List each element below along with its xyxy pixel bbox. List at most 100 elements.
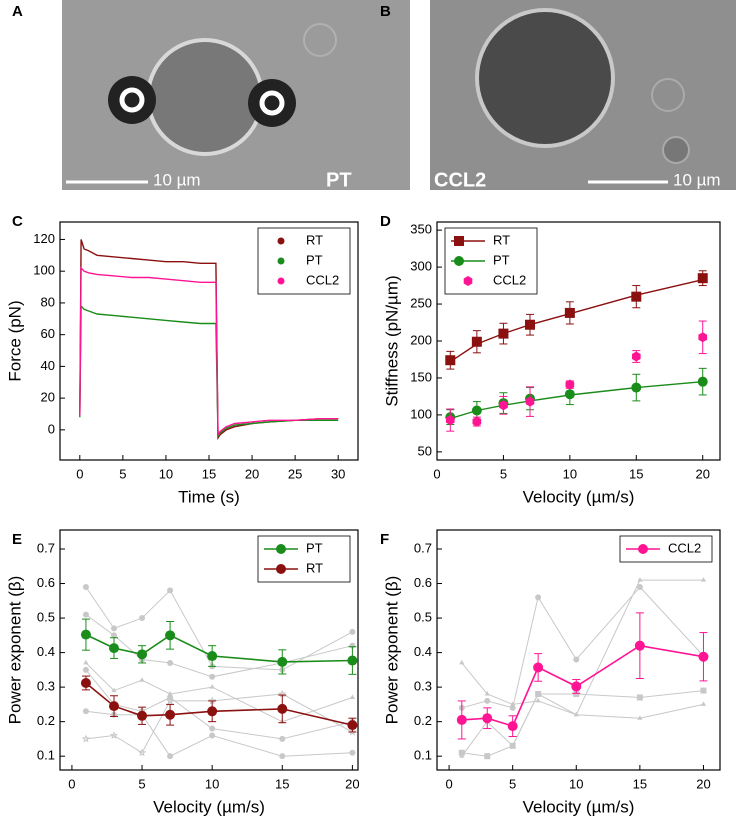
x-tick-label: 15 bbox=[275, 776, 289, 791]
marker bbox=[498, 328, 509, 339]
chart: D 0 5 10 15 20 50 100 150 200 250 300 350 Velocity (µ… bbox=[380, 213, 721, 506]
marker bbox=[535, 697, 541, 703]
series-line bbox=[85, 633, 353, 663]
cell bbox=[146, 38, 264, 156]
marker bbox=[482, 713, 493, 724]
series-line bbox=[79, 266, 339, 437]
marker bbox=[167, 587, 174, 594]
marker bbox=[459, 659, 465, 665]
y-tick-label: 0.3 bbox=[414, 679, 432, 694]
legend-label: PT bbox=[493, 252, 510, 267]
y-tick-label: 350 bbox=[410, 222, 432, 237]
marker bbox=[509, 704, 516, 711]
scale-bar-label: 10 µm bbox=[673, 170, 721, 189]
marker bbox=[167, 753, 174, 760]
legend: PT RT bbox=[257, 535, 351, 583]
x-tick-label: 5 bbox=[119, 466, 126, 481]
legend-label: RT bbox=[306, 232, 323, 247]
x-tick-label: 10 bbox=[569, 776, 583, 791]
image-panel-a: 10 µm PT A bbox=[12, 0, 410, 191]
panel-label: C bbox=[12, 213, 23, 230]
marker bbox=[484, 691, 490, 696]
y-tick-label: 50 bbox=[418, 443, 432, 458]
chart: C 0 5 10 15 20 25 30 0 20 40 60 80 100 120 Time (s) Forc… bbox=[5, 213, 359, 506]
y-tick-label: 20 bbox=[41, 390, 55, 405]
bead bbox=[248, 79, 296, 127]
series-line bbox=[79, 304, 339, 439]
marker bbox=[111, 687, 117, 693]
image-panel-b: CCL2 10 µm B bbox=[380, 0, 736, 191]
legend-marker bbox=[277, 277, 285, 285]
y-tick-label: 0.3 bbox=[37, 679, 55, 694]
particle bbox=[651, 78, 685, 112]
plot-frame bbox=[59, 529, 359, 771]
x-tick-label: 10 bbox=[159, 466, 173, 481]
marker bbox=[108, 701, 119, 712]
legend-marker bbox=[277, 237, 285, 245]
x-tick-label: 25 bbox=[288, 466, 302, 481]
marker bbox=[80, 677, 91, 688]
marker bbox=[697, 376, 708, 387]
series-line bbox=[85, 693, 353, 754]
marker bbox=[139, 615, 146, 622]
marker bbox=[535, 594, 542, 601]
y-tick-label: 0.4 bbox=[414, 644, 432, 659]
x-axis-label: Velocity (µm/s) bbox=[153, 797, 265, 816]
marker bbox=[108, 643, 119, 654]
marker bbox=[277, 656, 288, 667]
y-tick-label: 0.6 bbox=[37, 575, 55, 590]
x-tick-label: 5 bbox=[138, 776, 145, 791]
x-tick-label: 15 bbox=[633, 776, 647, 791]
marker bbox=[109, 731, 119, 739]
legend: RT PT CCL2 bbox=[257, 227, 351, 295]
marker bbox=[698, 651, 709, 662]
fit-line bbox=[450, 381, 703, 420]
marker bbox=[348, 727, 357, 736]
marker bbox=[110, 625, 117, 632]
marker bbox=[349, 749, 356, 756]
marker bbox=[459, 753, 465, 758]
marker bbox=[209, 684, 215, 689]
marker bbox=[139, 677, 145, 682]
y-tick-label: 0.7 bbox=[414, 540, 432, 555]
marker bbox=[165, 696, 175, 705]
panel-label: F bbox=[380, 531, 389, 548]
legend-marker bbox=[638, 544, 648, 554]
y-tick-label: 0.5 bbox=[37, 609, 55, 624]
legend-label: RT bbox=[493, 232, 510, 247]
y-tick-label: 200 bbox=[410, 332, 432, 347]
legend-marker bbox=[276, 544, 286, 554]
marker bbox=[279, 753, 286, 760]
marker bbox=[207, 706, 218, 717]
legend-label: PT bbox=[306, 540, 323, 555]
bead-ring bbox=[259, 90, 285, 116]
chart: F 0 5 10 15 20 0.1 0.2 0.3 0.4 0.5 0.6 0.7 Velocity (… bbox=[380, 529, 721, 816]
y-tick-label: 0.2 bbox=[37, 713, 55, 728]
y-axis-label: Force (pN) bbox=[5, 300, 24, 381]
marker bbox=[573, 711, 579, 717]
y-axis-label: Power exponent (β) bbox=[382, 576, 401, 725]
marker bbox=[167, 691, 173, 696]
marker bbox=[137, 649, 148, 660]
x-tick-label: 0 bbox=[76, 466, 83, 481]
marker bbox=[700, 687, 707, 694]
x-tick-label: 0 bbox=[445, 776, 452, 791]
x-tick-label: 10 bbox=[205, 776, 219, 791]
legend-label: CCL2 bbox=[668, 540, 701, 555]
series-line bbox=[85, 682, 353, 726]
x-tick-label: 5 bbox=[500, 466, 507, 481]
legend-label: CCL2 bbox=[493, 272, 526, 287]
y-tick-label: 0 bbox=[48, 421, 55, 436]
marker bbox=[349, 628, 356, 635]
marker bbox=[209, 725, 216, 732]
marker bbox=[137, 710, 148, 721]
x-axis-label: Velocity (µm/s) bbox=[523, 487, 635, 506]
marker bbox=[565, 379, 575, 390]
y-tick-label: 0.1 bbox=[414, 748, 432, 763]
x-tick-label: 20 bbox=[696, 776, 710, 791]
y-tick-label: 100 bbox=[33, 263, 55, 278]
x-tick-label: 0 bbox=[68, 776, 75, 791]
marker bbox=[631, 382, 642, 393]
legend-marker bbox=[276, 564, 286, 574]
